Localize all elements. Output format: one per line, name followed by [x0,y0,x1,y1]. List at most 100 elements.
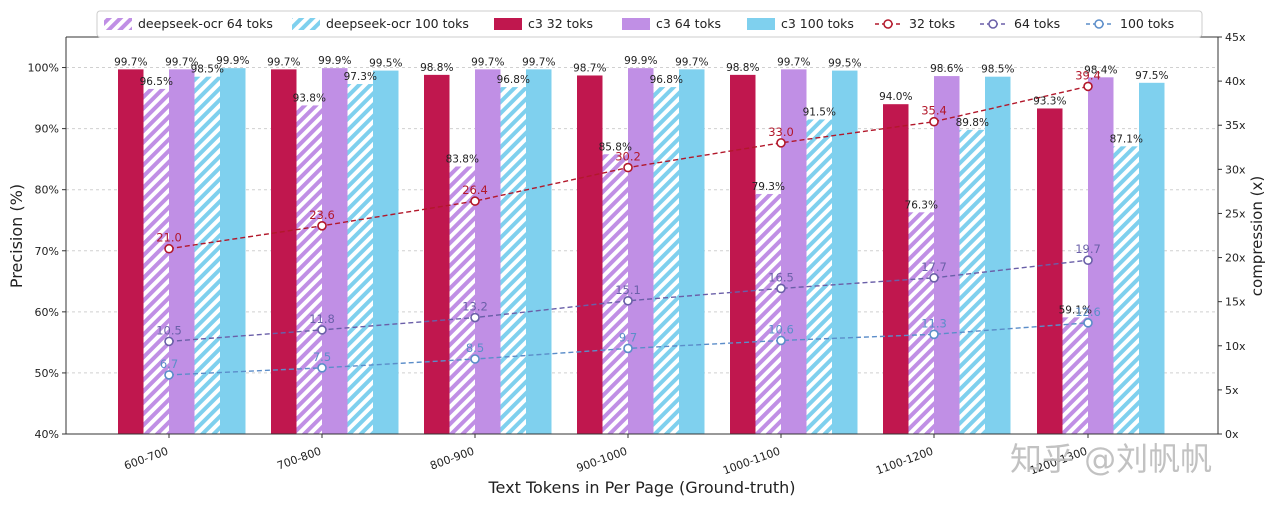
bar-value-label: 98.6% [930,63,963,75]
line-point [929,116,939,127]
legend-swatch [747,18,775,30]
bar-value-label: 98.7% [573,62,606,74]
bar-value-label: 99.9% [318,55,351,67]
bar [755,193,781,434]
bar-value-label: 98.5% [191,64,224,76]
legend-marker [988,19,998,29]
bar-value-label: 99.7% [777,56,810,68]
bar [577,75,603,435]
bar [679,69,705,435]
bar-value-label: 99.5% [828,58,861,70]
bar [985,76,1011,434]
y2-tick-label: 0x [1225,428,1239,441]
bar [1139,82,1165,435]
line-point [1083,81,1093,92]
line-layer [164,81,1093,380]
legend-label: 32 toks [909,16,955,31]
legend-label: c3 32 toks [528,16,593,31]
line-point [164,370,174,380]
line-point [164,243,174,254]
bar [959,129,985,435]
line-value-label: 23.6 [309,208,335,222]
line-value-label: 16.5 [768,270,794,284]
y2-tick-label: 5x [1225,384,1239,397]
bar [806,119,832,434]
line-point [929,273,939,283]
y-tick-label: 80% [35,184,59,197]
line-value-label: 26.4 [462,183,488,197]
bar [322,68,348,434]
line-value-label: 11.8 [309,312,335,326]
line-value-label: 21.0 [156,231,182,245]
legend-marker [883,19,893,29]
bar-layer [118,68,1165,435]
y-tick-label: 90% [35,123,59,136]
legend-marker [1094,19,1104,29]
line-value-label: 33.0 [768,125,794,139]
bar [832,70,858,434]
y-tick-label: 60% [35,306,59,319]
y2-tick-label: 15x [1225,296,1246,309]
bar [475,69,501,435]
line-point [164,336,174,347]
bar [220,68,246,434]
legend-label: c3 100 toks [781,16,854,31]
x-tick-label: 1000-1100 [721,445,782,478]
x-tick-label: 700-800 [275,445,323,473]
line-value-label: 6.7 [160,357,178,371]
line-value-label: 9.7 [619,330,637,344]
bar [883,104,909,434]
bar [730,74,756,435]
bar-value-label: 83.8% [446,153,479,165]
legend: deepseek-ocr 64 toks deepseek-ocr 100 tok… [96,10,1203,38]
bar [271,69,297,435]
bar-value-label: 87.1% [1110,133,1143,145]
bar [143,88,169,435]
bar-value-label: 99.7% [471,56,504,68]
y-tick-label: 40% [35,428,59,441]
line-point [776,138,786,148]
bar [526,69,552,435]
bar-value-label: 99.7% [114,56,147,68]
y-tick-label: 70% [35,245,59,258]
legend-swatch [622,18,650,30]
bar-value-label: 99.7% [165,56,198,68]
bar-value-label: 76.3% [905,199,938,211]
line-value-label: 11.3 [921,316,947,330]
y-axis-label: Precision (%) [7,184,26,288]
y2-tick-label: 30x [1225,163,1246,176]
bar [169,69,195,435]
bar-value-label: 98.5% [981,64,1014,76]
legend-label: c3 64 toks [656,16,721,31]
bar-value-label: 89.8% [956,117,989,129]
bar-value-label: 79.3% [752,181,785,193]
y2-tick-label: 40x [1225,75,1246,88]
line-point [1083,255,1093,266]
y2-tick-label: 45x [1225,31,1246,44]
line-value-label: 7.5 [313,350,331,364]
line-point [623,162,633,173]
bar-value-label: 93.8% [293,92,326,104]
x-tick-label: 800-900 [428,445,476,473]
bar-value-label: 98.8% [726,62,759,74]
line-value-label: 30.2 [615,150,641,164]
bar-value-label: 98.4% [1084,64,1117,76]
label-layer: 99.7% 99.7% 98.8% 98.7% 98.8% 94.0% 93.3% 96.5%… [114,55,1168,371]
bar [1062,317,1088,434]
bar [500,87,526,435]
line-point [317,325,327,335]
bar-value-label: 59.1% [1059,304,1092,316]
line-point [1083,318,1093,328]
line-value-label: 10.6 [768,322,794,336]
bar-value-label: 93.3% [1033,95,1066,107]
watermark: 知乎 @刘帆帆 [1010,440,1212,478]
bar [628,68,654,434]
y-tick-label: 100% [28,62,59,75]
y-tick-label: 50% [35,367,59,380]
bar-value-label: 97.5% [1135,70,1168,82]
line-point [470,312,480,323]
line-point [929,329,939,340]
legend-swatch [104,18,132,30]
bar [118,69,144,435]
